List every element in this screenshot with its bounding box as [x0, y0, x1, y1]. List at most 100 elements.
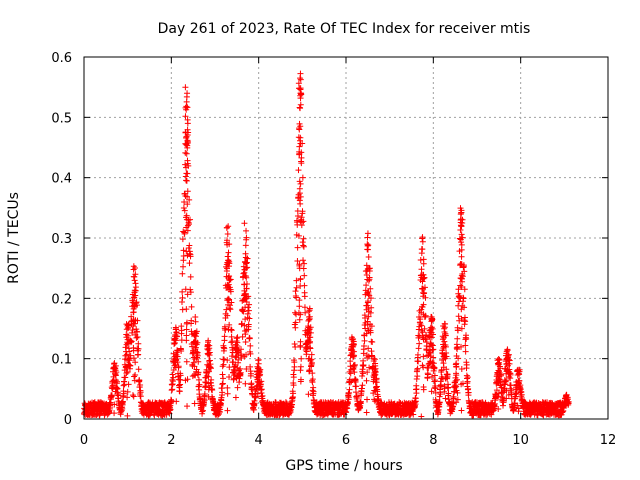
x-tick-label: 6	[342, 433, 350, 448]
data-point	[367, 295, 374, 302]
data-point	[179, 294, 186, 301]
y-tick-labels: 0 0.1 0.2 0.3 0.4 0.5 0.6	[51, 51, 72, 428]
data-point	[133, 334, 140, 341]
data-point	[512, 393, 519, 400]
data-point	[305, 355, 312, 362]
data-point	[370, 355, 377, 362]
data-point	[247, 342, 254, 349]
data-point	[458, 246, 465, 253]
data-point	[242, 331, 249, 338]
data-point	[357, 398, 364, 405]
data-point	[184, 227, 191, 234]
data-point	[240, 308, 247, 315]
data-point	[296, 143, 303, 150]
data-point	[459, 278, 466, 285]
data-point	[366, 265, 373, 272]
data-point	[306, 305, 313, 312]
data-point	[503, 377, 510, 384]
data-point	[196, 381, 203, 388]
data-point	[226, 286, 233, 293]
data-point	[423, 339, 430, 346]
data-point	[463, 361, 470, 368]
data-point	[414, 373, 421, 380]
data-point	[256, 384, 263, 391]
data-point	[183, 358, 190, 365]
data-point	[445, 384, 452, 391]
data-point	[453, 376, 460, 383]
data-point	[454, 327, 461, 334]
data-point	[172, 357, 179, 364]
data-point	[132, 284, 139, 291]
data-point	[457, 227, 464, 234]
data-point	[168, 397, 175, 404]
data-point	[429, 342, 436, 349]
data-point	[414, 366, 421, 373]
data-point	[176, 388, 183, 395]
data-point	[247, 350, 254, 357]
data-point	[184, 120, 191, 127]
data-point	[301, 272, 308, 279]
data-point	[348, 346, 355, 353]
data-point	[458, 223, 465, 230]
data-point	[420, 364, 427, 371]
data-point	[495, 390, 502, 397]
data-point	[242, 242, 249, 249]
data-point	[243, 365, 250, 372]
data-point	[219, 381, 226, 388]
data-point	[353, 383, 360, 390]
data-point	[452, 384, 459, 391]
data-point	[132, 331, 139, 338]
data-point	[418, 266, 425, 273]
data-point	[243, 260, 250, 267]
data-point	[562, 395, 569, 402]
x-tick-label: 0	[80, 433, 88, 448]
data-point	[184, 157, 191, 164]
data-point	[453, 360, 460, 367]
data-point	[458, 275, 465, 282]
data-point	[292, 324, 299, 331]
data-point	[290, 374, 297, 381]
data-point	[296, 197, 303, 204]
data-point	[462, 318, 469, 325]
data-point	[170, 374, 177, 381]
data-point	[296, 150, 303, 157]
data-point	[186, 196, 193, 203]
data-point	[190, 359, 197, 366]
data-point	[493, 387, 500, 394]
data-point	[255, 356, 262, 363]
data-point	[224, 265, 231, 272]
data-point	[205, 393, 212, 400]
data-point	[297, 193, 304, 200]
data-point	[461, 321, 468, 328]
data-point	[241, 259, 248, 266]
data-point	[225, 295, 232, 302]
data-point	[515, 366, 522, 373]
data-point	[131, 277, 138, 284]
data-point	[296, 85, 303, 92]
data-point	[224, 407, 231, 414]
data-point	[364, 246, 371, 253]
data-point	[458, 209, 465, 216]
data-point	[242, 254, 249, 261]
data-point	[180, 205, 187, 212]
data-point	[491, 400, 498, 407]
data-point	[428, 341, 435, 348]
data-point	[130, 347, 137, 354]
data-point	[458, 231, 465, 238]
data-point	[297, 134, 304, 141]
data-point	[224, 390, 231, 397]
data-points	[81, 70, 572, 420]
data-point	[306, 368, 313, 375]
data-point	[364, 230, 371, 237]
data-point	[182, 193, 189, 200]
data-point	[253, 385, 260, 392]
data-point	[365, 313, 372, 320]
data-point	[112, 370, 119, 377]
data-point	[495, 393, 502, 400]
data-point	[460, 295, 467, 302]
data-point	[184, 201, 191, 208]
data-point	[428, 324, 435, 331]
data-point	[565, 398, 572, 405]
data-point	[195, 358, 202, 365]
